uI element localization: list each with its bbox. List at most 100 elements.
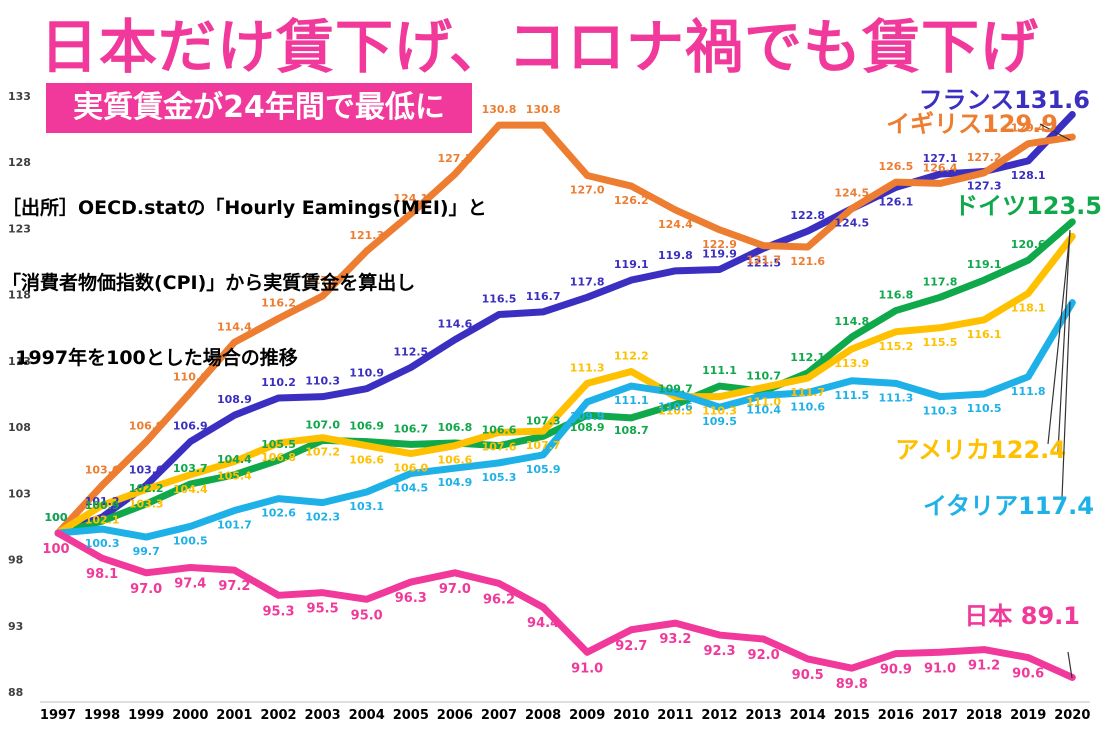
data-label: 116.2: [261, 297, 296, 310]
data-label: 124.4: [658, 218, 693, 231]
data-label: 97.0: [130, 582, 162, 597]
data-label: 122.8: [790, 209, 825, 222]
subtitle-badge: 実質賃金が24年間で最低に: [46, 83, 472, 133]
y-axis-ticks: 88 93 98 103 108 113 118 123 128 133: [8, 90, 31, 699]
data-label: 129.4: [1011, 122, 1046, 135]
x-tick-label: 2004: [349, 708, 385, 723]
x-tick-label: 2005: [393, 708, 429, 723]
data-label: 106.8: [261, 451, 296, 464]
data-label: 126.2: [614, 194, 649, 207]
data-label: 100.9: [85, 499, 120, 512]
series-line-5: [54, 299, 1076, 541]
data-label: 104.4: [217, 453, 252, 466]
x-tick-label: 2011: [657, 708, 693, 723]
data-label: 116.7: [526, 290, 561, 303]
series-end-label: フランス131.6: [919, 86, 1090, 114]
data-label: 103.3: [129, 497, 164, 510]
data-labels: 100 101.2 103.6 106.9 108.9 110.2 110.3 110.9 11…: [42, 103, 1046, 692]
x-tick-label: 2016: [878, 708, 914, 723]
data-label: 106.8: [438, 421, 473, 434]
x-tick-label: 2007: [481, 708, 517, 723]
series-line-4: [54, 232, 1076, 537]
data-label: 98.1: [86, 567, 118, 582]
data-label: 111.5: [834, 389, 869, 402]
data-label: 105.9: [526, 463, 561, 476]
data-label: 103.6: [129, 463, 164, 476]
leader-line: [1047, 231, 1071, 445]
data-label: 100.5: [173, 534, 208, 547]
y-tick-label: 103: [8, 487, 31, 500]
data-label: 127.1: [923, 152, 958, 165]
x-tick-label: 2017: [922, 708, 958, 723]
data-label: 107.2: [305, 446, 340, 459]
data-label: 114.8: [834, 315, 869, 328]
data-label: 106.6: [438, 454, 473, 467]
data-label: 105.4: [217, 470, 252, 483]
data-label: 110.7: [746, 369, 781, 382]
series-end-label: イギリス129.9: [886, 110, 1058, 138]
data-label: 104.9: [438, 476, 473, 489]
data-label: 109.9: [570, 410, 605, 423]
x-tick-label: 2010: [613, 708, 649, 723]
x-tick-label: 2008: [525, 708, 561, 723]
data-label: 91.2: [968, 659, 1000, 674]
data-label: 124.5: [834, 187, 869, 200]
data-label: 92.0: [748, 648, 780, 663]
data-label: 105.5: [261, 438, 296, 451]
data-label: 128.1: [1011, 169, 1046, 182]
data-label: 119.1: [967, 258, 1002, 271]
data-label: 105.3: [482, 471, 517, 484]
source-line-1: ［出所］OECD.statの「Hourly Eamings(MEI)」と: [2, 197, 487, 219]
data-label: 114.4: [217, 320, 252, 333]
data-label: 111.8: [1011, 385, 1046, 398]
data-label: 102.6: [261, 507, 296, 520]
data-label: 107.6: [482, 440, 517, 453]
source-note: ［出所］OECD.statの「Hourly Eamings(MEI)」と 「消費…: [2, 146, 487, 396]
data-label: 121.3: [349, 229, 384, 242]
data-label: 106.6: [349, 454, 384, 467]
data-label: 103.1: [349, 500, 384, 513]
series-line-6: [54, 529, 1076, 681]
data-label: 106.0: [393, 462, 428, 475]
data-label: 101.2: [85, 495, 120, 508]
data-label: 106.9: [173, 420, 208, 433]
data-label: 90.6: [1012, 667, 1044, 682]
y-tick-label: 93: [8, 620, 23, 633]
data-label: 121.7: [746, 254, 781, 267]
leader-line: [1061, 301, 1071, 499]
data-label: 110.6: [658, 401, 693, 414]
y-tick-label: 98: [8, 554, 23, 567]
x-tick-label: 2003: [305, 708, 341, 723]
data-label: 106.6: [482, 424, 517, 437]
x-tick-label: 1999: [128, 708, 164, 723]
series-end-label: アメリカ122.4: [895, 436, 1066, 464]
series-lines: [54, 111, 1076, 681]
source-line-2: 「消費者物価指数(CPI)」から実質賃金を算出し: [2, 272, 416, 294]
x-tick-label: 2019: [1010, 708, 1046, 723]
x-tick-label: 2006: [437, 708, 473, 723]
series-end-label: 日本 89.1: [964, 602, 1080, 630]
data-label: 111.1: [702, 364, 737, 377]
data-label: 102.1: [85, 513, 120, 526]
data-label: 95.0: [351, 608, 383, 623]
x-axis-ticks: 1997 1998 1999 2000 2001 2002 2003 2004 2005 2006…: [40, 708, 1090, 723]
data-label: 127.0: [570, 183, 605, 196]
data-label: 97.0: [439, 582, 471, 597]
data-label: 109.5: [702, 415, 737, 428]
x-tick-label: 2001: [216, 708, 252, 723]
x-tick-label: 2020: [1054, 708, 1090, 723]
data-label: 111.3: [570, 361, 605, 374]
data-label: 103.6: [85, 463, 120, 476]
data-label: 126.4: [923, 161, 958, 174]
data-label: 89.8: [836, 677, 868, 692]
data-label: 91.0: [571, 661, 603, 676]
data-label: 107.0: [305, 418, 340, 431]
data-label: 111.1: [614, 394, 649, 407]
x-tick-label: 2012: [701, 708, 737, 723]
data-label: 94.4: [527, 616, 559, 631]
data-label: 127.3: [967, 179, 1002, 192]
data-label: 116.5: [482, 293, 517, 306]
series-end-label: イタリア117.4: [923, 492, 1094, 520]
data-label: 121.6: [790, 255, 825, 268]
